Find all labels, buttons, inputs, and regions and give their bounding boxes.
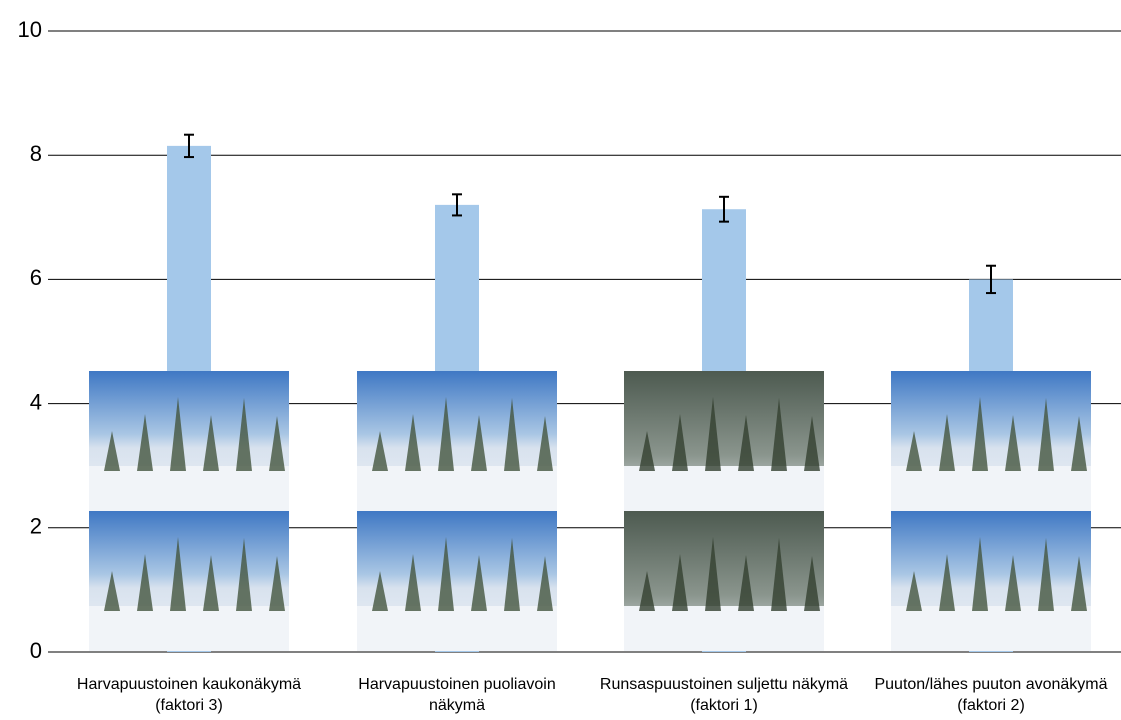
x-tick-label: Harvapuustoinen kaukonäkymä (faktori 3) [76,676,302,714]
photo-tree [705,397,721,471]
photo-tree [269,556,285,611]
photo-tree [1005,555,1021,611]
photo-tree [471,555,487,611]
photo-tree [537,416,553,471]
photo-tree [372,431,388,471]
y-tick-label: 0 [30,638,42,663]
photo-tree [639,431,655,471]
photo-snow [891,606,1091,651]
photo-tree [705,537,721,611]
photo-tree [771,538,787,611]
photo-tree [504,398,520,471]
error-bar [986,264,996,295]
y-tick-label: 8 [30,141,42,166]
photo-tree [906,431,922,471]
photo-tree [236,538,252,611]
photo-tree [203,555,219,611]
photo-tree [405,414,421,471]
photo-snow [624,606,824,651]
photo-tree [471,415,487,471]
photo-tree [939,414,955,471]
photo-tree [972,537,988,611]
photo-tree [104,431,120,471]
photo-snow [624,466,824,511]
photo-tree [939,554,955,611]
x-tick-label: Puuton/lähes puuton avonäkymä (faktori 2… [874,676,1108,714]
photo-tree [104,571,120,611]
photo-snow [357,466,557,511]
photo-tree [269,416,285,471]
photo-tree [738,415,754,471]
photo-tree [639,571,655,611]
x-tick-label: Harvapuustoinen puoliavoin näkymä [358,676,556,714]
error-bar [184,133,194,159]
x-tick-label: Runsaspuustoinen suljettu näkymä (faktor… [599,676,849,714]
photo-snow [357,606,557,651]
photo-tree [738,555,754,611]
photo-tree [906,571,922,611]
photo-tree [236,398,252,471]
photo-tree [137,414,153,471]
photo-tree [203,415,219,471]
photo-tree [170,397,186,471]
error-bar [452,193,462,217]
photo-tree [672,414,688,471]
photo-tree [504,538,520,611]
photo-tree [672,554,688,611]
photo-tree [771,398,787,471]
photo-tree [972,397,988,471]
photo-tree [804,556,820,611]
photo-tree [170,537,186,611]
error-bar [719,195,729,223]
photo-tree [1038,398,1054,471]
photo-tree [438,397,454,471]
photo-tree [405,554,421,611]
photo-tree [1005,415,1021,471]
photo-tree [804,416,820,471]
y-tick-label: 6 [30,265,42,290]
photo-tree [537,556,553,611]
photo-tree [438,537,454,611]
photo-tree [1071,416,1087,471]
photo-tree [1038,538,1054,611]
photo-tree [137,554,153,611]
y-tick-label: 2 [30,514,42,539]
y-tick-label: 4 [30,389,42,414]
y-tick-label: 10 [18,17,42,42]
photo-tree [372,571,388,611]
photo-snow [89,466,289,511]
photo-snow [891,466,1091,511]
photo-snow [89,606,289,651]
photo-tree [1071,556,1087,611]
